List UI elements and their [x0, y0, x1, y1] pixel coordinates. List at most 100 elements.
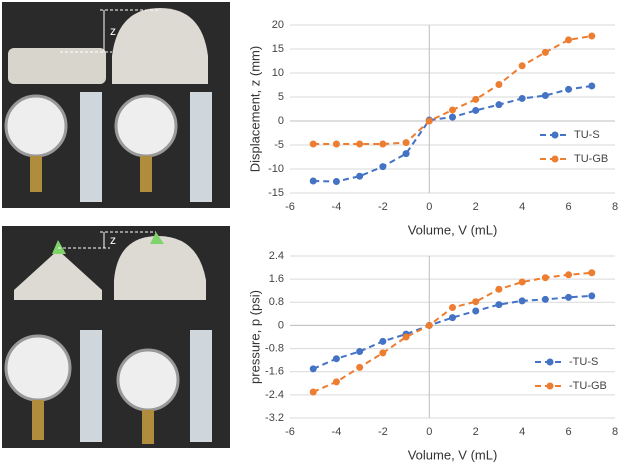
data-point: [495, 285, 503, 293]
x-tick-label: 8: [612, 201, 618, 213]
y-tick-label: -2.4: [265, 389, 284, 401]
data-point: [356, 363, 364, 371]
data-point: [332, 355, 340, 363]
y-tick-label: 1.6: [269, 273, 284, 285]
data-point: [356, 172, 364, 180]
data-point: [472, 95, 480, 103]
data-point: [518, 62, 526, 70]
fitting: [30, 156, 42, 192]
data-point: [472, 106, 480, 114]
data-point: [565, 293, 573, 301]
syringe: [190, 330, 212, 442]
legend-marker: [546, 358, 554, 366]
data-point: [518, 278, 526, 286]
data-point: [588, 82, 596, 90]
fitting: [32, 400, 44, 440]
y-tick-label: 0: [278, 319, 284, 331]
data-point: [541, 295, 549, 303]
x-tick-label: -6: [285, 426, 295, 438]
data-point: [379, 349, 387, 357]
data-point: [309, 177, 317, 185]
series-line: [313, 35, 592, 146]
data-point: [472, 307, 480, 315]
data-point: [309, 388, 317, 396]
x-tick-label: 2: [473, 201, 479, 213]
data-point: [565, 271, 573, 279]
data-point: [449, 106, 456, 114]
gauge: [116, 348, 180, 412]
y-tick-label: 20: [272, 19, 284, 31]
x-tick-label: -4: [332, 201, 342, 213]
data-point: [495, 101, 503, 109]
data-point: [356, 140, 364, 148]
legend-marker: [546, 382, 554, 390]
data-point: [541, 274, 549, 282]
y-tick-label: 5: [278, 91, 284, 103]
data-point: [402, 333, 410, 341]
data-point: [309, 140, 317, 148]
y-axis-title: Displacement, z (mm): [247, 46, 262, 172]
x-axis-title: Volume, V (mL): [408, 447, 498, 462]
photo-label: z: [110, 24, 116, 38]
photo-label: z: [110, 233, 116, 247]
data-point: [309, 365, 317, 373]
y-tick-label: -15: [268, 187, 284, 199]
data-point: [379, 337, 387, 345]
x-tick-label: 0: [426, 201, 432, 213]
legend-label: -TU-GB: [569, 380, 607, 392]
photo-panel-top: z: [2, 2, 230, 208]
y-tick-label: -1.6: [265, 366, 284, 378]
data-point: [402, 139, 410, 147]
data-point: [495, 81, 503, 89]
legend-marker: [551, 131, 559, 139]
syringe: [190, 92, 212, 202]
actuator: [14, 250, 102, 300]
fitting: [140, 156, 152, 192]
x-tick-label: 8: [612, 426, 618, 438]
series-line: [312, 271, 592, 393]
y-tick-label: -5: [274, 139, 284, 151]
fitting: [142, 410, 154, 444]
x-tick-label: 4: [519, 426, 525, 438]
y-tick-label: 15: [272, 43, 284, 55]
data-point: [379, 140, 387, 148]
data-point: [518, 297, 526, 305]
data-point: [588, 269, 596, 277]
y-tick-label: 0: [278, 115, 284, 127]
y-tick-label: -10: [268, 163, 284, 175]
data-point: [495, 301, 503, 309]
series-line: [313, 84, 592, 183]
data-point: [425, 117, 433, 125]
legend-marker: [551, 155, 559, 163]
data-point: [332, 378, 340, 386]
legend-label: TU-S: [574, 129, 600, 141]
data-point: [356, 347, 364, 355]
data-point: [541, 48, 549, 56]
actuator: [114, 236, 206, 300]
tip: [150, 232, 164, 244]
x-tick-label: -4: [332, 426, 342, 438]
legend-label: -TU-S: [569, 356, 598, 368]
x-tick-label: 6: [566, 426, 572, 438]
actuator: [8, 48, 106, 84]
data-point: [425, 321, 433, 329]
x-tick-label: -2: [378, 201, 388, 213]
x-tick-label: 6: [566, 201, 572, 213]
y-tick-label: -3.2: [265, 412, 284, 424]
gauge: [4, 94, 68, 158]
y-tick-label: 0.8: [269, 296, 284, 308]
data-point: [449, 113, 456, 121]
syringe: [80, 330, 102, 442]
legend-label: TU-GB: [574, 153, 608, 165]
data-point: [379, 163, 387, 171]
photo-panel-bottom: z: [2, 226, 230, 448]
tip: [52, 240, 66, 254]
x-tick-label: -6: [285, 201, 295, 213]
data-point: [588, 292, 596, 300]
data-point: [565, 36, 573, 44]
data-point: [472, 298, 480, 306]
gauge: [114, 94, 178, 158]
data-point: [402, 150, 410, 158]
y-tick-label: 2.4: [269, 250, 284, 262]
